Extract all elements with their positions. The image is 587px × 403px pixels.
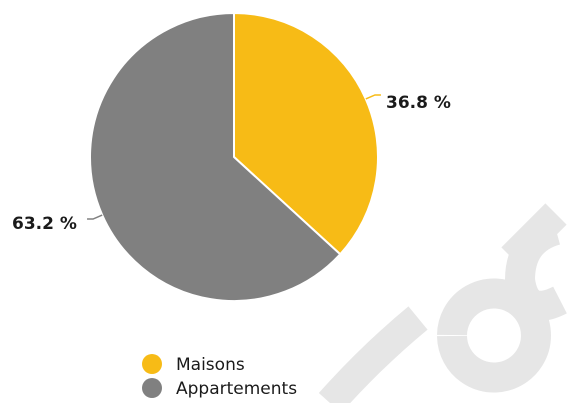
legend-marker-appartements: [142, 378, 162, 398]
legend: Maisons Appartements: [142, 354, 297, 399]
pie-slices: [89, 12, 379, 302]
legend-item-maisons[interactable]: Maisons: [142, 354, 245, 375]
data-labels: 36.8 % 63.2 %: [12, 93, 451, 234]
pie-slice-appartements[interactable]: [89, 12, 342, 302]
legend-label-maisons: Maisons: [176, 355, 245, 375]
connector-maisons: [365, 94, 381, 100]
connector-appartements: [87, 214, 103, 220]
legend-marker-maisons: [142, 354, 162, 374]
data-label-maisons: 36.8 %: [386, 93, 451, 113]
legend-item-appartements[interactable]: Appartements: [142, 378, 297, 399]
data-label-appartements: 63.2 %: [12, 214, 77, 234]
legend-label-appartements: Appartements: [176, 379, 297, 399]
label-connectors: [87, 94, 381, 220]
